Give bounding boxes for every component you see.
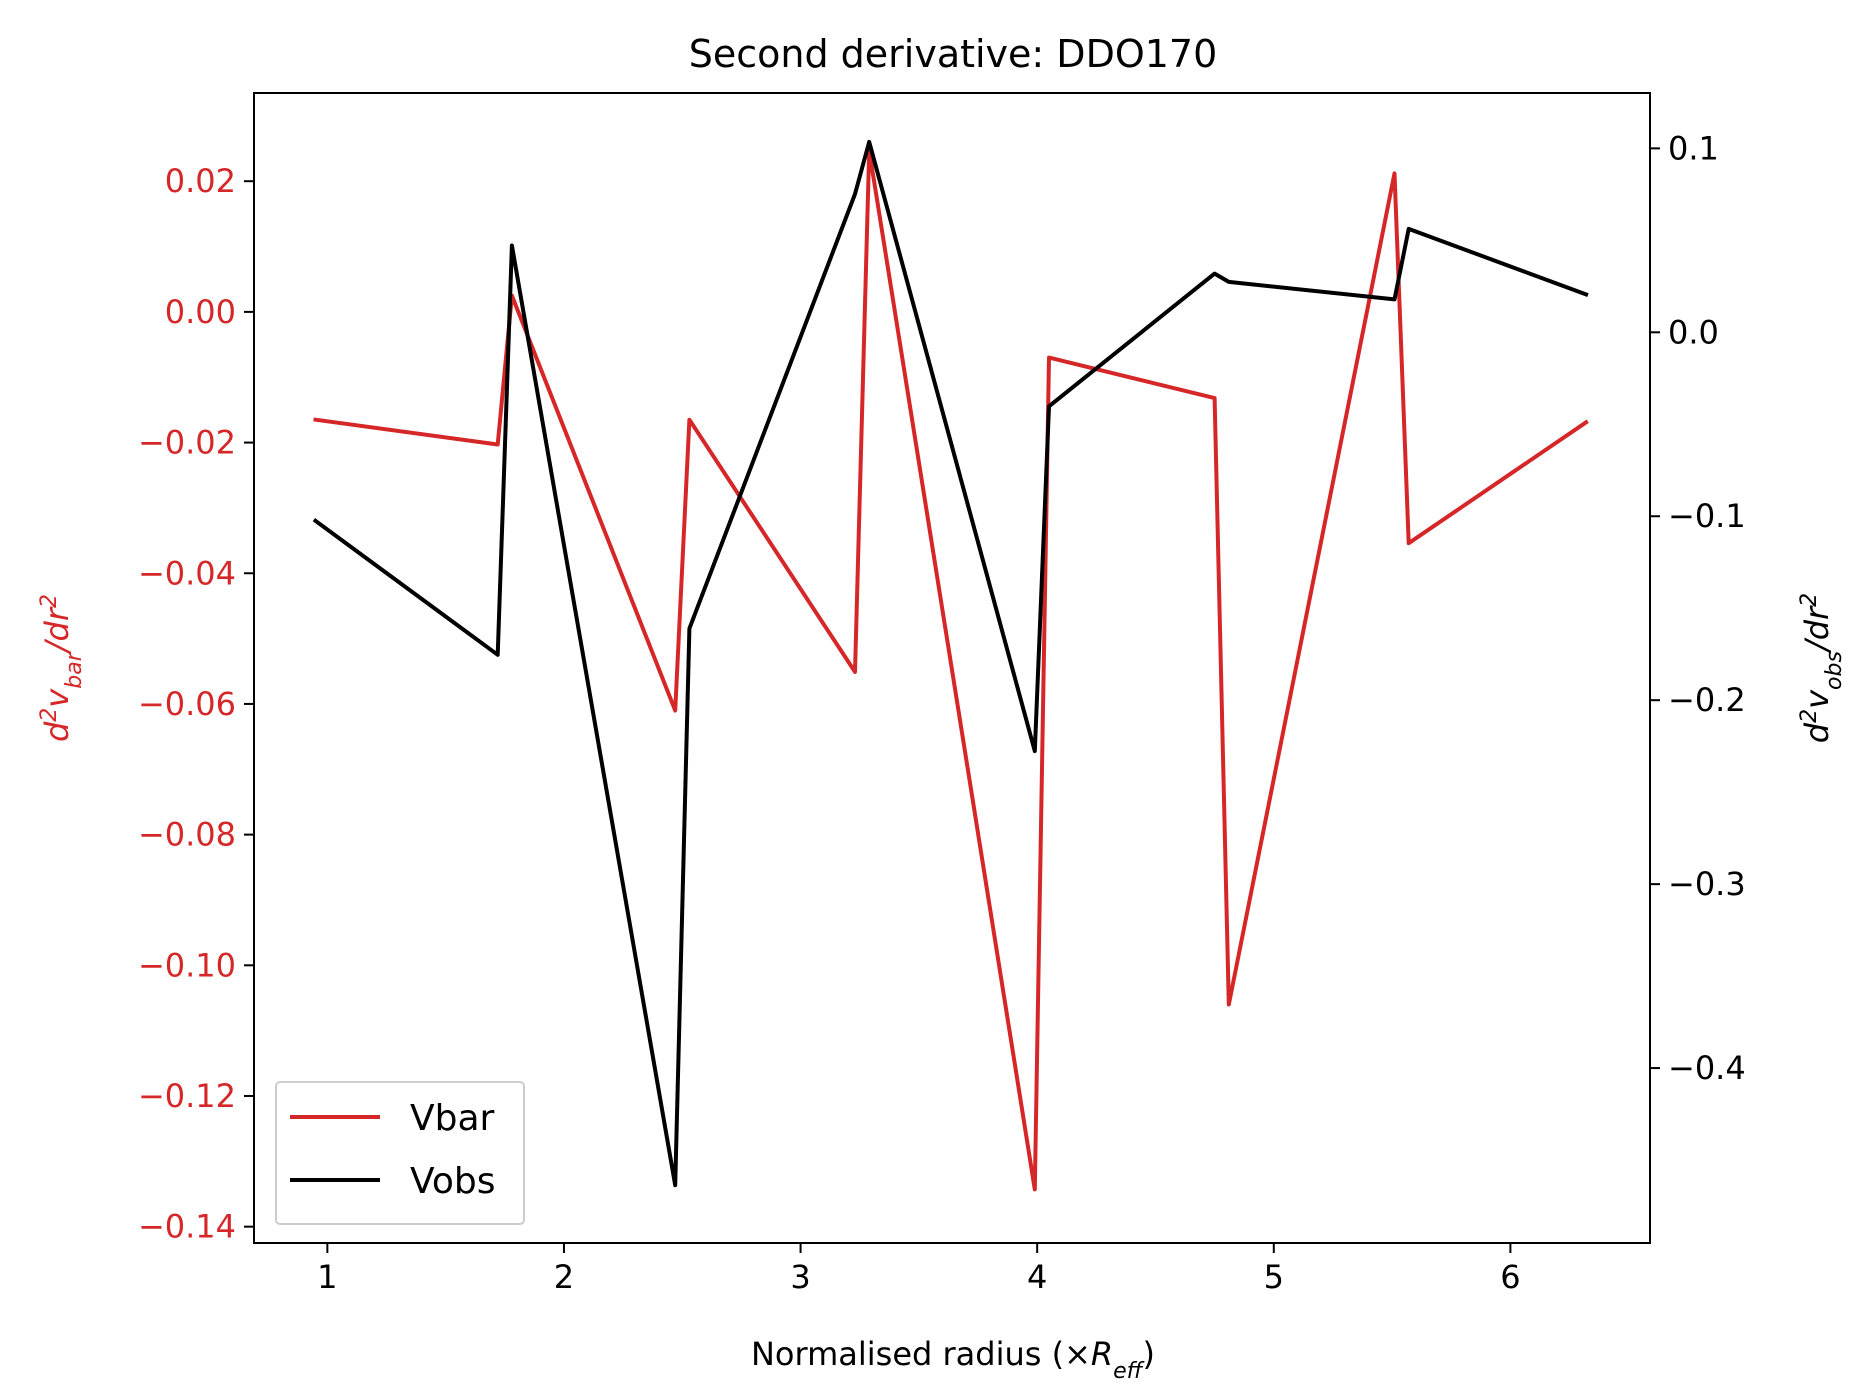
legend-label: Vobs <box>410 1161 495 1202</box>
y-left-tick-label: 0.02 <box>165 162 236 200</box>
series-layer <box>312 139 1589 1192</box>
y-left-axis-label: d2vbar/dr2 <box>37 594 87 742</box>
y-left-tick-label: −0.14 <box>138 1208 236 1246</box>
x-tick-label: 2 <box>554 1258 574 1296</box>
y-right-tick-label: 0.1 <box>1668 129 1719 167</box>
y-left-tick-label: −0.02 <box>138 424 236 462</box>
legend: Vbar Vobs <box>275 1081 525 1225</box>
x-tick-label: 4 <box>1027 1258 1047 1296</box>
y-left-tick-label: −0.04 <box>138 554 236 592</box>
y-left-tick-label: −0.12 <box>138 1077 236 1115</box>
x-axis-label: Normalised radius (×Reff) <box>751 1335 1155 1384</box>
y-right-axis-ticks: 0.1 0.0 −0.1 −0.2 −0.3 −0.4 <box>1650 129 1746 1087</box>
y-left-tick-label: −0.08 <box>138 816 236 854</box>
y-right-tick-label: −0.3 <box>1668 865 1746 903</box>
x-axis-ticks: 1 2 3 4 5 6 <box>317 1243 1521 1296</box>
y-right-tick-label: −0.2 <box>1668 681 1746 719</box>
series-line-vbar <box>313 148 1589 1192</box>
legend-label: Vbar <box>410 1098 495 1139</box>
x-tick-label: 6 <box>1500 1258 1520 1296</box>
y-left-tick-label: −0.06 <box>138 685 236 723</box>
svg-text:d2vbar/dr2: d2vbar/dr2 <box>37 594 87 742</box>
y-right-tick-label: −0.4 <box>1668 1049 1746 1087</box>
series-line-vobs <box>312 139 1589 1188</box>
y-left-tick-label: −0.10 <box>138 946 236 984</box>
plot-frame <box>253 92 1651 1244</box>
x-tick-label: 5 <box>1264 1258 1284 1296</box>
y-right-axis-label: d2vobs/dr2 <box>1797 593 1847 743</box>
svg-text:Normalised radius (×Reff): Normalised radius (×Reff) <box>751 1335 1155 1384</box>
x-tick-label: 3 <box>790 1258 810 1296</box>
chart-title: Second derivative: DDO170 <box>689 32 1218 76</box>
y-left-axis-ticks: 0.02 0.00 −0.02 −0.04 −0.06 −0.08 −0.10 −0.12 −0… <box>138 162 254 1246</box>
svg-text:d2vobs/dr2: d2vobs/dr2 <box>1797 593 1847 743</box>
y-right-tick-label: 0.0 <box>1668 313 1719 351</box>
y-left-tick-label: 0.00 <box>165 293 236 331</box>
x-tick-label: 1 <box>317 1258 337 1296</box>
y-right-tick-label: −0.1 <box>1668 497 1746 535</box>
